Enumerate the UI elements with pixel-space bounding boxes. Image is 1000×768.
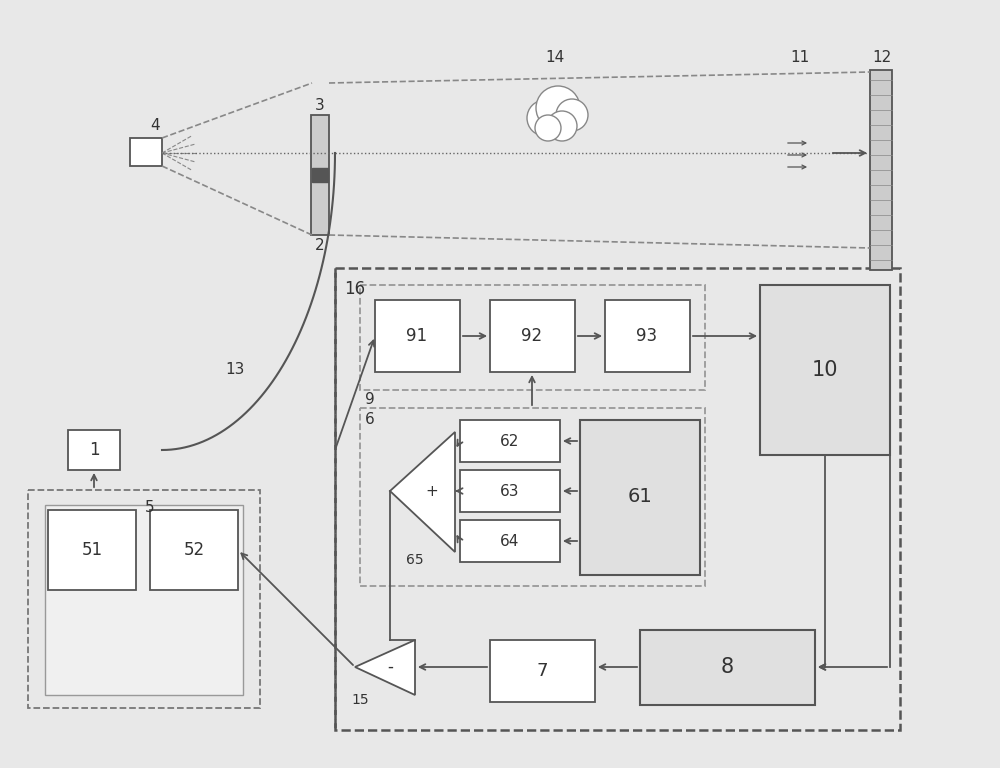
- Bar: [490, 640, 595, 702]
- Text: 12: 12: [872, 51, 892, 65]
- Text: 61: 61: [628, 488, 652, 507]
- Text: +: +: [426, 484, 438, 498]
- Text: 52: 52: [183, 541, 205, 559]
- Text: 15: 15: [351, 693, 369, 707]
- Bar: [580, 420, 700, 575]
- Text: 92: 92: [521, 327, 543, 345]
- Text: 93: 93: [636, 327, 658, 345]
- Bar: [48, 510, 136, 590]
- Circle shape: [527, 100, 563, 136]
- Bar: [311, 115, 329, 235]
- Bar: [460, 420, 560, 462]
- Bar: [460, 470, 560, 512]
- Text: 5: 5: [145, 500, 155, 515]
- Bar: [312, 168, 328, 182]
- Text: 1: 1: [89, 441, 99, 459]
- Text: 7: 7: [536, 662, 548, 680]
- Bar: [68, 430, 120, 470]
- Text: 14: 14: [545, 51, 565, 65]
- Bar: [45, 505, 243, 695]
- Text: 4: 4: [150, 118, 160, 133]
- Text: 64: 64: [500, 534, 520, 548]
- Text: 63: 63: [500, 484, 520, 498]
- Text: 65: 65: [406, 553, 424, 567]
- Bar: [640, 630, 815, 705]
- Bar: [28, 490, 260, 708]
- Polygon shape: [355, 640, 415, 695]
- Text: 10: 10: [812, 360, 838, 380]
- Circle shape: [547, 111, 577, 141]
- Circle shape: [536, 86, 580, 130]
- Circle shape: [556, 99, 588, 131]
- Text: 6: 6: [365, 412, 375, 427]
- Bar: [335, 268, 900, 730]
- Bar: [360, 408, 705, 586]
- Text: 3: 3: [315, 98, 325, 112]
- Bar: [150, 510, 238, 590]
- Bar: [870, 70, 892, 270]
- Text: 9: 9: [365, 392, 375, 407]
- Text: 51: 51: [81, 541, 103, 559]
- Text: 11: 11: [790, 51, 810, 65]
- Bar: [605, 300, 690, 372]
- Text: 62: 62: [500, 433, 520, 449]
- Text: 13: 13: [225, 362, 245, 378]
- Bar: [460, 520, 560, 562]
- Bar: [760, 285, 890, 455]
- Text: 8: 8: [720, 657, 734, 677]
- Text: 91: 91: [406, 327, 428, 345]
- Text: 2: 2: [315, 237, 325, 253]
- Bar: [130, 138, 162, 166]
- Bar: [490, 300, 575, 372]
- Bar: [360, 285, 705, 390]
- Text: -: -: [387, 658, 393, 676]
- Polygon shape: [390, 432, 455, 552]
- Circle shape: [535, 115, 561, 141]
- Text: 16: 16: [344, 280, 365, 298]
- Bar: [375, 300, 460, 372]
